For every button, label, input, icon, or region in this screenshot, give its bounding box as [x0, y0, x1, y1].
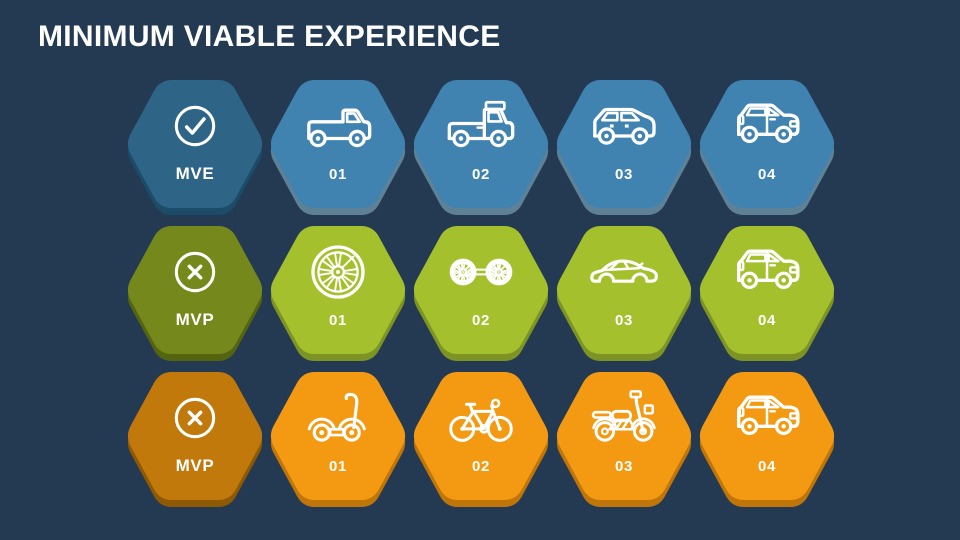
hex-mvp2-step-03: 03: [554, 372, 694, 507]
hex-label: 02: [472, 458, 490, 475]
hex-label: 03: [615, 166, 633, 183]
hex-label: 04: [758, 458, 776, 475]
hatchback-car-icon: [574, 87, 674, 165]
hex-grid: MVE 01 02 03 04: [125, 80, 837, 507]
sedan-car-icon: [574, 233, 674, 311]
hex-label: MVP: [175, 310, 215, 329]
hex-label: 04: [758, 166, 776, 183]
scooter-icon: [288, 379, 388, 457]
hex-mve: MVE: [125, 80, 265, 215]
hex-label: MVE: [175, 164, 215, 183]
hex-label: 01: [329, 312, 347, 329]
motorcycle-icon: [574, 379, 674, 457]
hex-mvp1-step-01: 01: [268, 226, 408, 361]
page-title: MINIMUM VIABLE EXPERIENCE: [38, 20, 501, 53]
check-circle-icon: [145, 92, 245, 160]
hex-label: 01: [329, 166, 347, 183]
hex-label: 03: [615, 458, 633, 475]
hex-mvp2-step-02: 02: [411, 372, 551, 507]
suv-car-icon: [717, 87, 817, 165]
x-circle-icon: [145, 238, 245, 306]
hex-label: MVP: [175, 456, 215, 475]
suv-car-icon: [717, 379, 817, 457]
pickup-truck-icon: [288, 87, 388, 165]
hex-mvp1-step-02: 02: [411, 226, 551, 361]
hex-mvp1-step-03: 03: [554, 226, 694, 361]
hex-mvp1-step-04: 04: [697, 226, 837, 361]
hex-mvp-1: MVP: [125, 226, 265, 361]
hex-mve-step-01: 01: [268, 80, 408, 215]
row-mve: MVE 01 02 03 04: [125, 80, 837, 215]
x-circle-icon: [145, 384, 245, 452]
hex-label: 02: [472, 166, 490, 183]
hex-mvp-2: MVP: [125, 372, 265, 507]
hex-mvp2-step-01: 01: [268, 372, 408, 507]
suv-car-icon: [717, 233, 817, 311]
hex-label: 01: [329, 458, 347, 475]
hex-label: 02: [472, 312, 490, 329]
row-mvp-1: MVP 01 02 03 04: [125, 226, 837, 361]
hex-label: 03: [615, 312, 633, 329]
hex-mvp2-step-04: 04: [697, 372, 837, 507]
hex-mve-step-02: 02: [411, 80, 551, 215]
wheel-icon: [288, 233, 388, 311]
row-mvp-2: MVP 01 02 03 04: [125, 372, 837, 507]
hex-mve-step-04: 04: [697, 80, 837, 215]
hex-mve-step-03: 03: [554, 80, 694, 215]
pickup-truck-cargo-icon: [431, 87, 531, 165]
axle-wheels-icon: [431, 233, 531, 311]
hex-label: 04: [758, 312, 776, 329]
bicycle-icon: [431, 379, 531, 457]
